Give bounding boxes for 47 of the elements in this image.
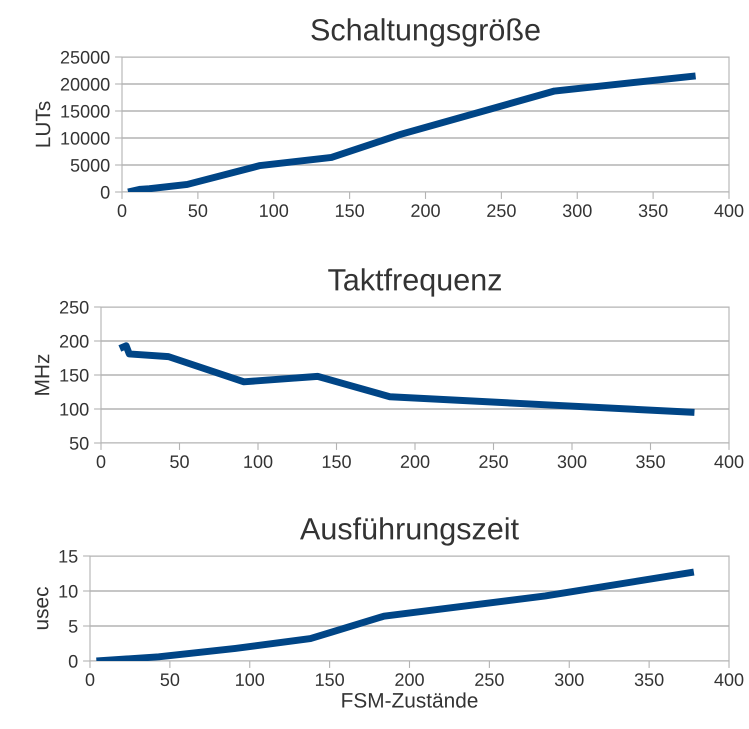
y-tick-label: 150 <box>60 368 88 382</box>
y-tick-label: 100 <box>60 402 88 416</box>
x-tick-label: 250 <box>475 673 504 686</box>
x-tick-label: 150 <box>336 204 364 218</box>
x-tick-label: 100 <box>244 455 272 468</box>
x-tick-label: 300 <box>554 673 584 686</box>
y-tick-label: 5000 <box>70 158 110 172</box>
x-tick-label: 250 <box>487 204 516 218</box>
x-tick-label: 100 <box>260 204 288 218</box>
x-tick-label: 400 <box>714 673 744 686</box>
x-tick-label: 150 <box>316 673 344 686</box>
x-tick-label: 200 <box>400 455 430 468</box>
y-tick-label: 250 <box>60 300 88 314</box>
chart-title: Taktfrequenz <box>328 268 501 297</box>
x-tick-label: 300 <box>558 455 586 468</box>
y-tick-label: 20000 <box>60 78 110 91</box>
y-tick-label: 10000 <box>61 132 110 145</box>
x-tick-label: 400 <box>714 204 744 218</box>
x-tick-label: 50 <box>170 455 189 468</box>
x-tick-label: 400 <box>714 455 744 468</box>
y-tick-label: 15000 <box>61 104 110 118</box>
x-tick-label: 350 <box>638 204 668 218</box>
x-tick-label: 250 <box>479 455 508 468</box>
x-tick-label: 100 <box>236 673 264 686</box>
x-tick-label: 300 <box>562 204 592 218</box>
y-axis-title: MHz <box>34 354 50 395</box>
y-tick-label: 5 <box>68 620 78 633</box>
x-tick-label: 200 <box>395 673 424 686</box>
x-tick-label: 50 <box>188 204 208 218</box>
y-tick-label: 0 <box>68 654 78 668</box>
x-tick-label: 200 <box>411 204 440 218</box>
x-tick-label: 350 <box>634 673 664 686</box>
x-axis-title: FSM-Zustände <box>342 692 478 708</box>
y-tick-label: 25000 <box>60 50 110 64</box>
y-axis-title: usec <box>37 587 48 630</box>
y-tick-label: 10 <box>59 584 78 598</box>
x-tick-label: 0 <box>118 204 126 218</box>
y-axis-title: LUTs <box>36 102 50 147</box>
x-tick-label: 150 <box>322 455 351 468</box>
x-tick-label: 350 <box>636 455 665 468</box>
chart-title: Ausführungszeit <box>300 517 519 546</box>
y-tick-label: 0 <box>100 186 110 199</box>
y-tick-label: 50 <box>70 436 88 450</box>
x-tick-label: 50 <box>160 673 180 686</box>
y-tick-label: 15 <box>59 550 78 563</box>
chart-title: Schaltungsgröße <box>311 18 540 47</box>
y-tick-label: 200 <box>60 334 88 348</box>
